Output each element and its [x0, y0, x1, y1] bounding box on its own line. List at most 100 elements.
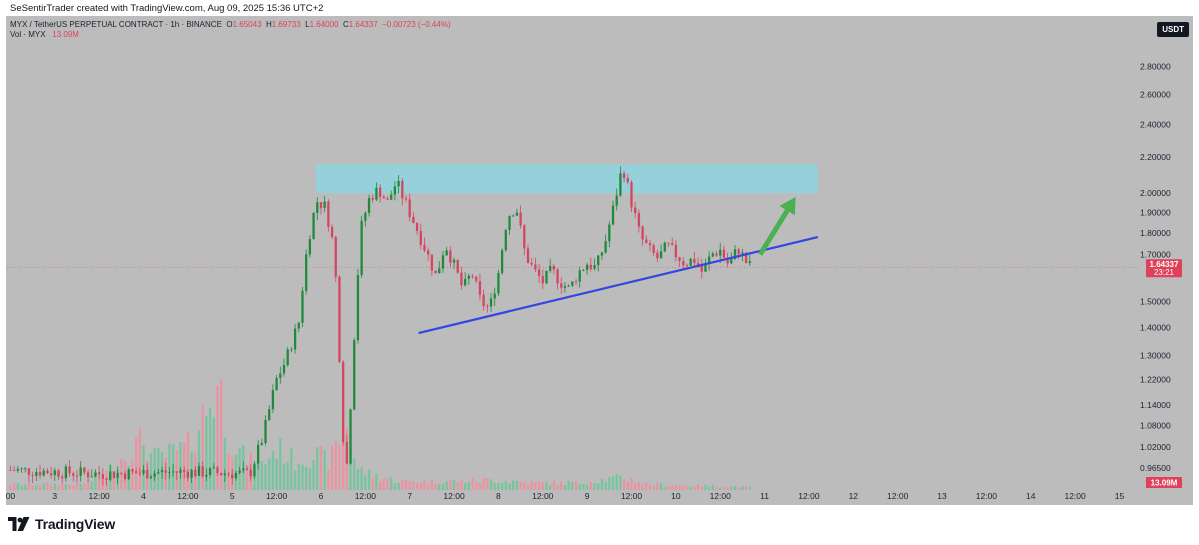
candle — [707, 251, 711, 271]
volume-bar — [220, 378, 223, 490]
candle-body — [282, 365, 286, 374]
volume-bar — [648, 484, 652, 490]
candle — [423, 237, 426, 253]
y-tick-label: 1.14000 — [1140, 400, 1171, 410]
candle — [615, 188, 618, 211]
brand-name: TradingView — [35, 516, 116, 532]
volume-bar — [719, 487, 722, 490]
volume-bar — [530, 480, 533, 490]
open-value: 1.65043 — [232, 20, 262, 29]
candle — [382, 194, 385, 199]
candle-body — [146, 469, 149, 479]
candle — [641, 225, 644, 246]
candle — [208, 466, 212, 478]
volume-bar — [467, 481, 470, 490]
x-tick-label: 12:00 — [887, 491, 909, 501]
candle-body — [438, 268, 441, 274]
candle-body — [512, 215, 515, 217]
price-chart[interactable]: 0.96500 1.02000 1.08000 1.14000 1.22000 1.300… — [6, 16, 1193, 505]
x-tick-label: 10 — [671, 491, 681, 501]
candle — [194, 465, 197, 479]
volume-bar — [20, 485, 23, 490]
candle-body — [604, 241, 607, 253]
volume-bar — [49, 485, 53, 490]
volume-bar — [423, 480, 426, 490]
candle — [201, 461, 204, 479]
candle — [353, 337, 356, 411]
candle-body — [445, 250, 448, 256]
volume-bar — [641, 483, 644, 490]
candle — [471, 273, 474, 279]
volume-bar — [659, 483, 663, 490]
candle — [120, 472, 123, 476]
candle — [27, 467, 31, 483]
candle-body — [249, 469, 252, 477]
candle-body — [271, 390, 275, 410]
candle-body — [482, 294, 485, 307]
x-tick-label: 7 — [407, 491, 412, 501]
candle — [12, 466, 16, 472]
volume-bar — [61, 483, 64, 490]
candle-body — [578, 270, 581, 282]
y-tick-label: 2.60000 — [1140, 89, 1171, 99]
candle-body — [46, 470, 49, 474]
volume-bar — [186, 431, 190, 490]
volume-bar — [560, 481, 563, 490]
y-tick-label: 1.40000 — [1140, 323, 1171, 333]
volume-bar — [552, 480, 556, 490]
candle-body — [98, 472, 101, 475]
candle-body — [619, 173, 622, 196]
y-tick-label: 1.22000 — [1140, 374, 1171, 384]
volume-bar — [512, 480, 515, 490]
x-tick-label: 12:00 — [621, 491, 643, 501]
candle — [578, 266, 581, 288]
candle-body — [707, 256, 711, 264]
volume-bar — [227, 453, 230, 490]
candle — [24, 467, 27, 473]
x-tick-label: 15 — [1115, 491, 1125, 501]
volume-bar — [245, 465, 249, 490]
ascending-trendline — [418, 236, 819, 335]
candle — [726, 252, 729, 268]
candle — [220, 472, 223, 476]
candle-body — [449, 250, 452, 263]
candle — [386, 196, 389, 200]
volume-bar — [619, 475, 622, 490]
candle — [567, 284, 570, 288]
candle-body — [86, 472, 90, 478]
candle-body — [168, 472, 171, 474]
candle — [138, 467, 141, 477]
x-tick-label: 11 — [760, 491, 769, 501]
candle — [519, 205, 522, 229]
candle-body — [123, 473, 127, 480]
candle — [523, 224, 526, 256]
volume-bar — [585, 484, 589, 490]
volume-bar — [622, 479, 626, 490]
volume-bar — [515, 480, 519, 490]
volume-bar — [216, 385, 219, 490]
candle — [20, 467, 23, 473]
volume-bar — [134, 437, 138, 490]
volume-bar — [471, 477, 474, 490]
candle-body — [160, 470, 164, 473]
volume-bar — [475, 481, 478, 490]
volume-bar — [460, 479, 463, 490]
candle-body — [733, 249, 737, 260]
x-tick-label: 8 — [496, 491, 501, 501]
candle — [212, 463, 215, 469]
candle — [345, 434, 348, 465]
candle-body — [142, 469, 145, 474]
candle-body — [190, 469, 193, 478]
candle — [460, 266, 463, 290]
candle — [486, 303, 489, 313]
candle-body — [682, 261, 685, 266]
candle — [146, 463, 149, 479]
candle-body — [493, 293, 496, 299]
volume-bar — [449, 480, 452, 490]
candle-body — [497, 273, 500, 294]
candle — [305, 249, 308, 295]
candle-body — [367, 197, 371, 213]
candle-body — [545, 270, 548, 284]
currency-button[interactable]: USDT — [1157, 22, 1189, 37]
